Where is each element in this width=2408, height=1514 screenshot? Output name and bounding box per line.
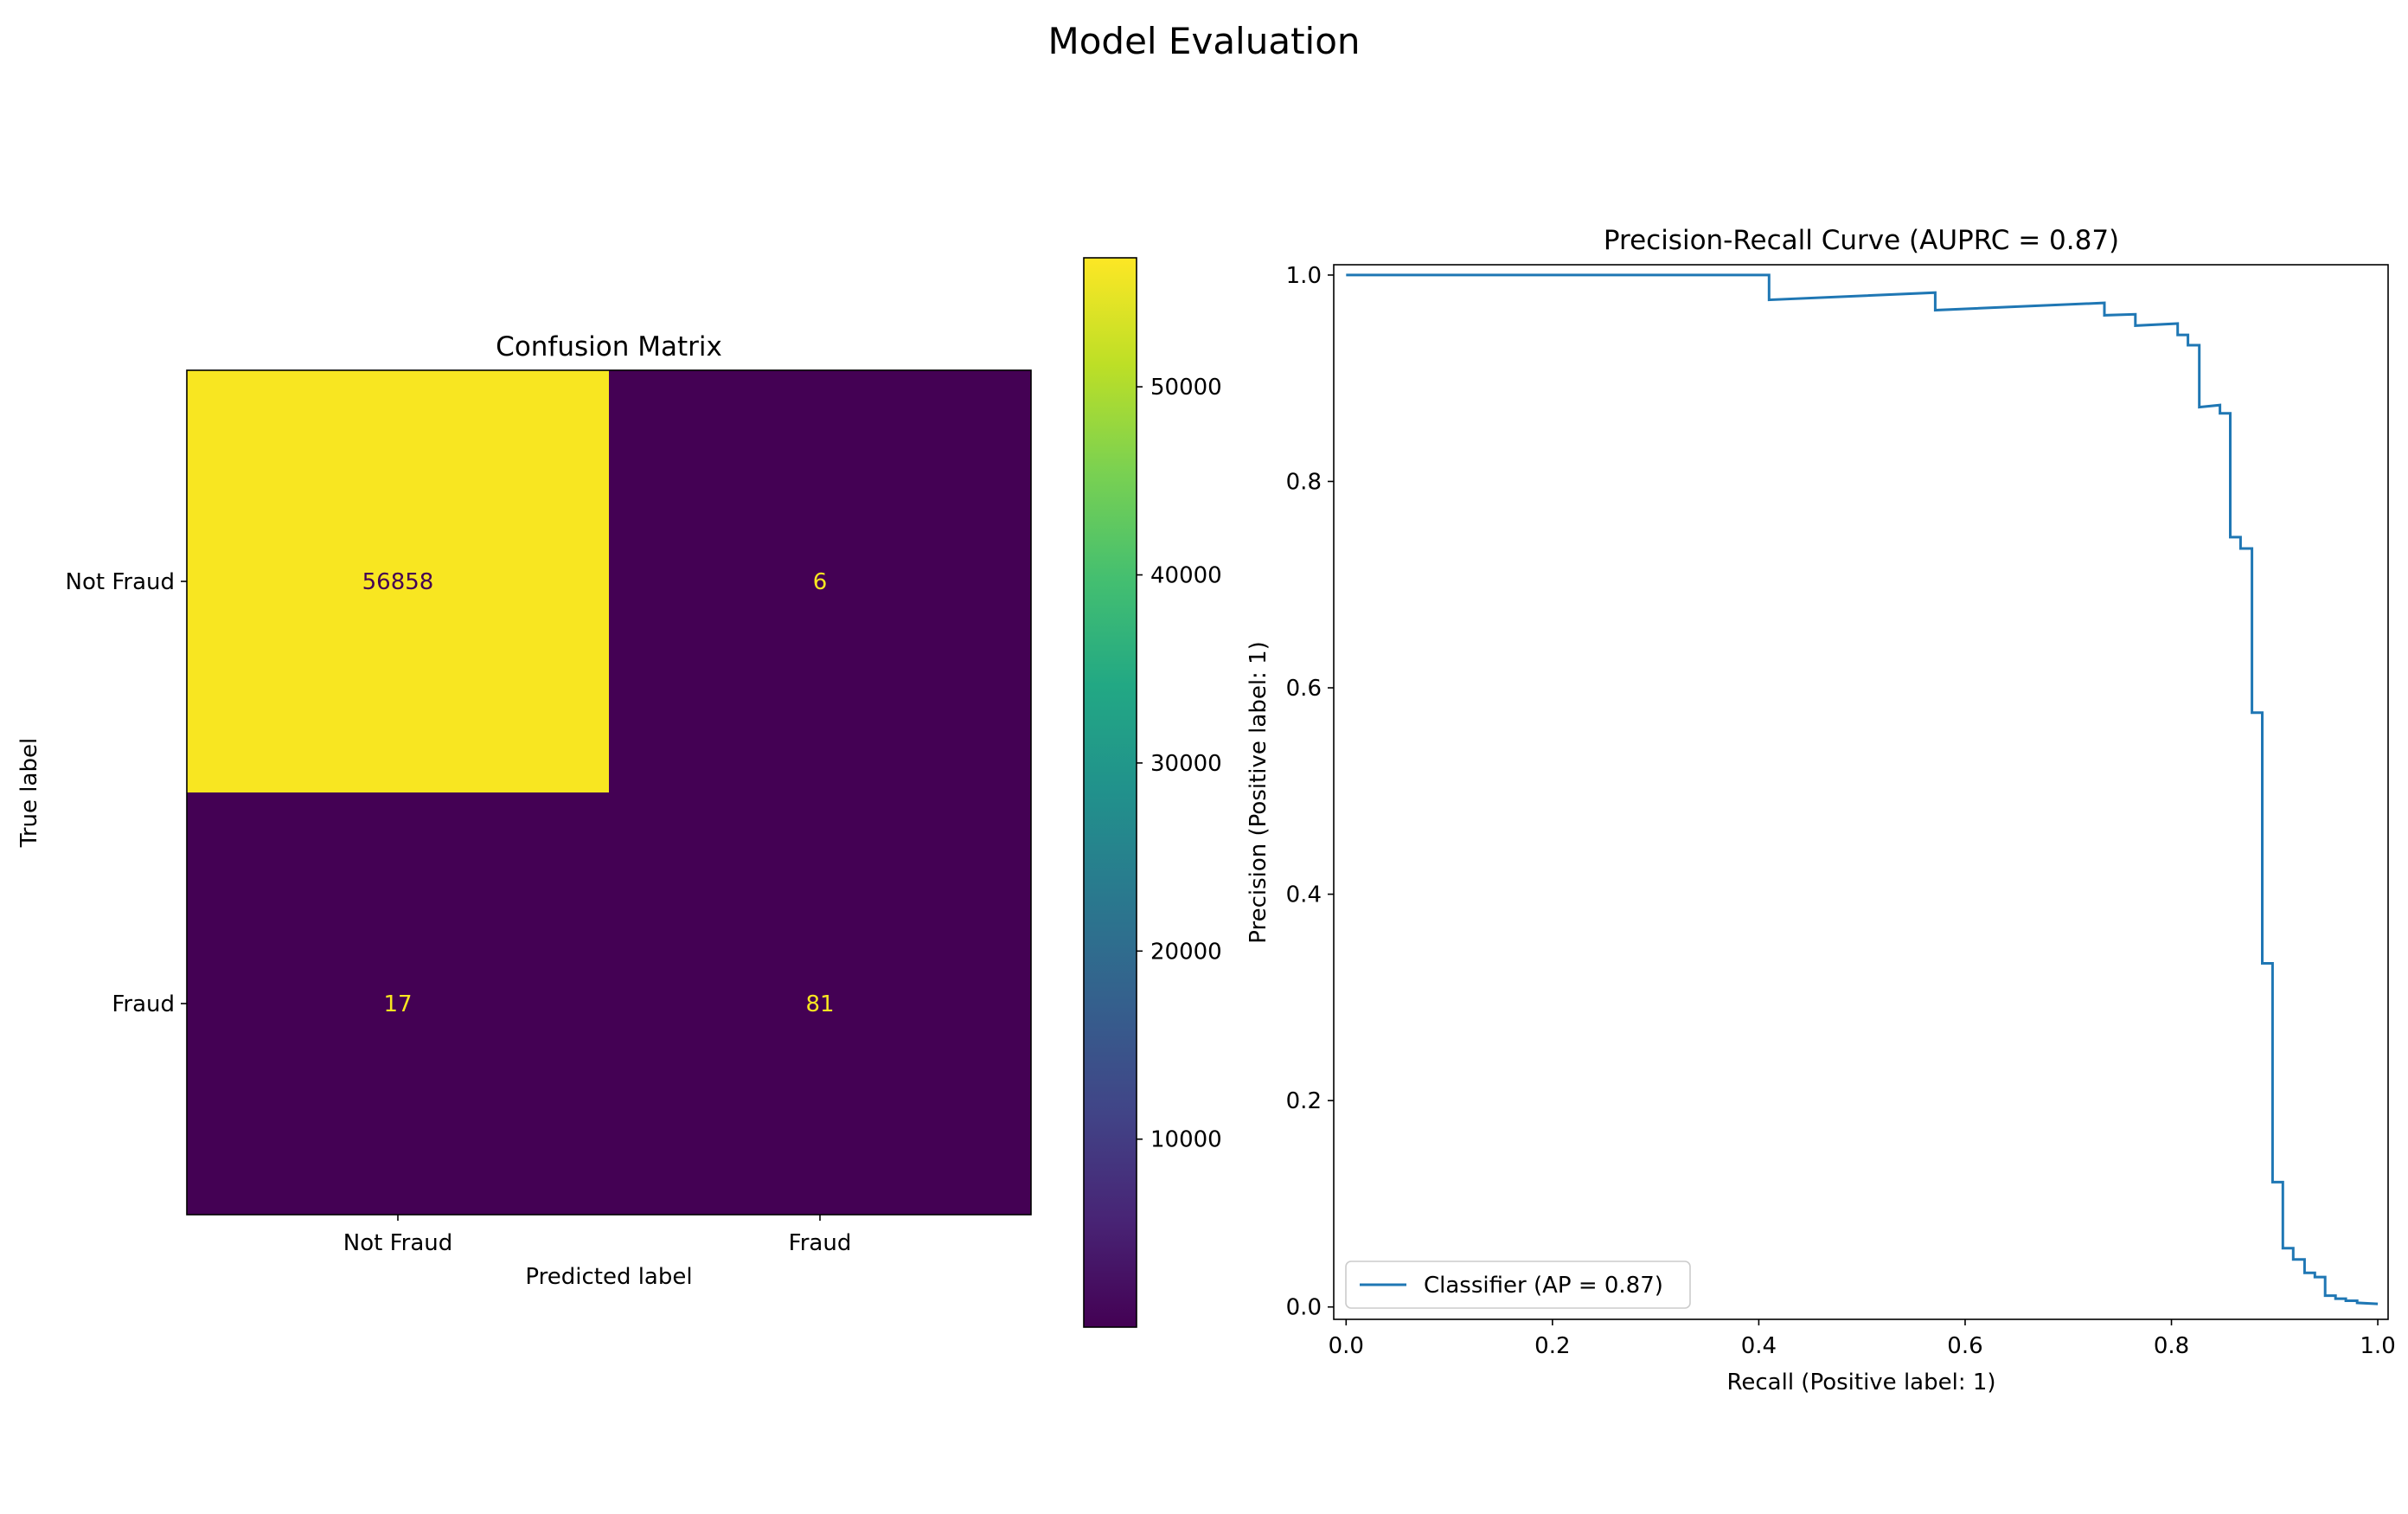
confusion-matrix-panel: Confusion Matrix 56858 6 17 81 Not Fraud Fra… (16, 331, 1032, 1290)
pr-y-tick-label: 0.0 (1286, 1295, 1322, 1321)
confusion-cell (609, 792, 1031, 1215)
colorbar-tick-label: 20000 (1150, 939, 1222, 965)
pr-x-tick-label: 0.0 (1329, 1333, 1364, 1359)
figure-title: Model Evaluation (1047, 20, 1360, 62)
pr-y-tick-label: 0.6 (1286, 676, 1322, 702)
cm-y-tick-label: Fraud (112, 991, 175, 1017)
confusion-cell-value: 81 (805, 991, 834, 1017)
confusion-cell (609, 370, 1031, 792)
cm-x-tick-label: Not Fraud (343, 1230, 452, 1256)
colorbar: 10000 20000 30000 40000 50000 (1083, 257, 1222, 1328)
pr-curve-line (1346, 273, 2379, 1306)
pr-y-tick-label: 0.2 (1286, 1088, 1322, 1114)
pr-ylabel: Precision (Positive label: 1) (1246, 641, 1271, 944)
confusion-cell-value: 6 (813, 569, 828, 595)
confusion-cell-value: 56858 (362, 569, 434, 595)
pr-x-tick-label: 0.2 (1534, 1333, 1570, 1359)
confusion-matrix-cells: 56858 6 17 81 (187, 370, 1031, 1215)
colorbar-tick-label: 50000 (1150, 375, 1222, 401)
confusion-matrix-x-ticks: Not Fraud Fraud (343, 1215, 852, 1256)
pr-legend: Classifier (AP = 0.87) (1345, 1261, 1691, 1309)
confusion-matrix-y-ticks: Not Fraud Fraud (66, 569, 187, 1017)
confusion-matrix-frame (186, 369, 1032, 1216)
confusion-cell (187, 370, 609, 792)
pr-legend-box (1345, 1261, 1691, 1309)
colorbar-ticks: 10000 20000 30000 40000 50000 (1137, 375, 1222, 1153)
pr-x-tick-label: 0.8 (2154, 1333, 2189, 1359)
cm-x-tick-label: Fraud (789, 1230, 852, 1256)
confusion-cell-value: 17 (383, 991, 412, 1017)
pr-curve-title: Precision-Recall Curve (AUPRC = 0.87) (1604, 225, 2119, 256)
confusion-matrix-title: Confusion Matrix (496, 331, 722, 362)
pr-curve-panel: Precision-Recall Curve (AUPRC = 0.87) 0.… (1246, 225, 2396, 1395)
colorbar-tick-label: 40000 (1150, 563, 1222, 589)
pr-y-tick-label: 0.8 (1286, 469, 1322, 495)
pr-legend-label: Classifier (AP = 0.87) (1424, 1273, 1663, 1299)
pr-y-tick-label: 0.4 (1286, 882, 1322, 908)
confusion-cell (187, 792, 609, 1215)
pr-y-tick-label: 1.0 (1286, 263, 1322, 289)
pr-x-ticks: 0.0 0.2 0.4 0.6 0.8 1.0 (1329, 1319, 2396, 1359)
cm-y-tick-label: Not Fraud (66, 569, 175, 595)
confusion-matrix-ylabel: True label (16, 738, 42, 848)
colorbar-gradient (1083, 257, 1137, 1328)
pr-x-tick-label: 0.4 (1741, 1333, 1777, 1359)
confusion-matrix-xlabel: Predicted label (525, 1264, 692, 1290)
pr-plot-area (1333, 264, 2389, 1320)
pr-x-tick-label: 0.6 (1947, 1333, 1982, 1359)
colorbar-tick-label: 30000 (1150, 751, 1222, 777)
pr-xlabel: Recall (Positive label: 1) (1726, 1370, 1995, 1395)
pr-x-tick-label: 1.0 (2360, 1333, 2395, 1359)
pr-y-ticks: 0.0 0.2 0.4 0.6 0.8 1.0 (1286, 263, 1334, 1321)
colorbar-tick-label: 10000 (1150, 1127, 1222, 1153)
